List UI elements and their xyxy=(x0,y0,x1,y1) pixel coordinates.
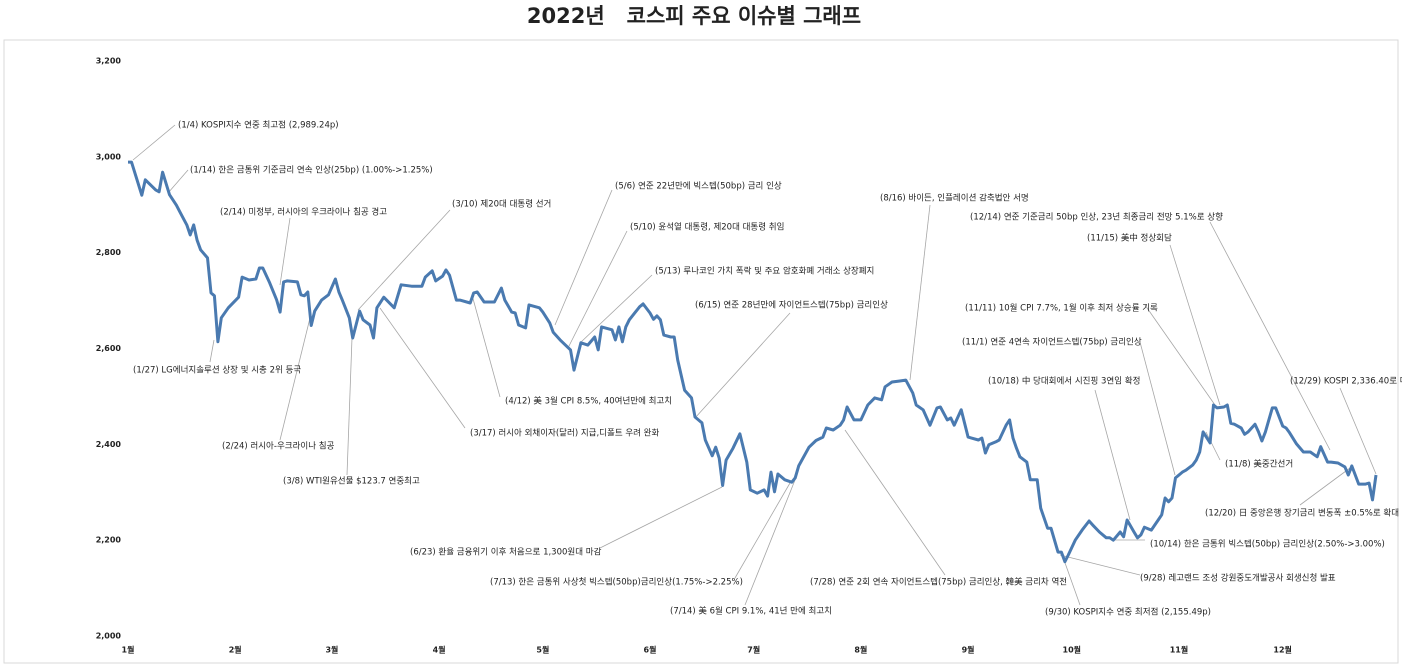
leader-line xyxy=(909,204,931,381)
x-tick-label: 10월 xyxy=(1063,645,1082,655)
annotation: (5/10) 윤석열 대통령, 제20대 대통령 취임 xyxy=(630,222,784,233)
annotation: (6/23) 환율 금융위기 이후 처음으로 1,300원대 마감 xyxy=(410,547,602,558)
annotation: (7/28) 연준 2회 연속 자이언트스텝(75bp) 금리인상, 韓美 금리… xyxy=(810,577,1067,588)
annotation: (3/8) WTI원유선물 $123.7 연중최고 xyxy=(283,476,420,487)
leader-line xyxy=(1299,467,1351,506)
y-tick-label: 2,800 xyxy=(96,248,122,257)
annotation: (10/18) 中 당대회에서 시진핑 3연임 확정 xyxy=(988,376,1140,387)
annotation: (12/14) 연준 기준금리 50bp 인상, 23년 최종금리 전망 5.1… xyxy=(970,212,1223,223)
leader-line xyxy=(346,337,353,476)
annotation: (1/4) KOSPI지수 연중 최고점 (2,989.24p) xyxy=(178,120,339,131)
y-tick-label: 2,400 xyxy=(96,440,122,449)
leader-line xyxy=(694,312,791,419)
annotation: (9/28) 레고랜드 조성 강원중도개발공사 회생신청 발표 xyxy=(1140,573,1336,584)
leader-line xyxy=(1205,431,1221,461)
annotation: (11/15) 美中 정상회담 xyxy=(1087,233,1172,244)
kospi-line xyxy=(128,160,1378,564)
x-tick-label: 3월 xyxy=(325,645,338,655)
x-tick-label: 2월 xyxy=(229,645,242,655)
x-tick-label: 7월 xyxy=(747,645,760,655)
annotation: (5/6) 연준 22년만에 빅스텝(50bp) 금리 인상 xyxy=(615,181,782,192)
x-tick-label: 4월 xyxy=(433,645,446,655)
leader-line xyxy=(744,479,796,606)
annotation: (2/24) 러시아-우크라이나 침공 xyxy=(222,441,335,452)
annotation: (6/15) 연준 28년만에 자이언트스텝(75bp) 금리인상 xyxy=(695,300,888,311)
leader-line xyxy=(579,274,653,344)
leader-line xyxy=(1059,554,1141,576)
annotation: (11/11) 10월 CPI 7.7%, 1월 이후 최저 상승률 기록 xyxy=(965,303,1158,314)
annotation: (4/12) 美 3월 CPI 8.5%, 40여년만에 최고치 xyxy=(505,396,672,407)
y-tick-label: 2,600 xyxy=(96,344,122,353)
leader-line xyxy=(471,294,501,398)
leader-line xyxy=(167,169,189,194)
y-tick-label: 2,200 xyxy=(96,536,122,545)
leader-line xyxy=(1063,559,1081,606)
annotation: (2/14) 미정부, 러시아의 우크라이나 침공 경고 xyxy=(220,207,387,218)
leader-line xyxy=(1209,221,1331,451)
annotation: (11/1) 연준 4연속 자이언트스텝(75bp) 금리인상 xyxy=(962,337,1142,348)
annotation: (8/16) 바이든, 인플레이션 감축법안 서명 xyxy=(880,193,1029,204)
chart-title: 2022년 코스피 주요 이슈별 그래프 xyxy=(527,4,861,28)
leader-line xyxy=(132,124,176,161)
annotation: (5/13) 루나코인 가치 폭락 및 주요 암호화폐 거래소 상장폐지 xyxy=(655,266,874,277)
leader-line xyxy=(279,217,291,286)
leader-line xyxy=(209,339,215,363)
x-tick-label: 1월 xyxy=(122,645,135,655)
x-tick-label: 11월 xyxy=(1170,645,1189,655)
x-tick-label: 8월 xyxy=(854,645,867,655)
annotation: (10/14) 한은 금통위 빅스텝(50bp) 금리인상(2.50%->3.0… xyxy=(1150,539,1385,550)
x-tick-label: 9월 xyxy=(962,645,975,655)
annotation: (9/30) KOSPI지수 연중 최저점 (2,155.49p) xyxy=(1045,607,1211,618)
leader-line xyxy=(279,317,311,441)
annotation: (7/14) 美 6월 CPI 9.1%, 41년 만에 최고치 xyxy=(670,606,832,617)
leader-line xyxy=(734,482,791,579)
y-tick-label: 3,000 xyxy=(96,152,122,161)
x-tick-label: 12월 xyxy=(1273,645,1292,655)
leader-line xyxy=(1094,389,1131,521)
leader-line xyxy=(1139,341,1176,476)
leader-line xyxy=(357,209,451,311)
y-tick-label: 2,000 xyxy=(96,632,122,641)
leader-line xyxy=(599,486,723,549)
leader-line xyxy=(554,189,613,326)
leader-line xyxy=(1144,304,1216,406)
annotation: (3/17) 러시아 외채이자(달러) 지급,디폴트 우려 완화 xyxy=(470,428,660,439)
leader-line xyxy=(1169,244,1221,406)
annotation: (1/14) 한은 금통위 기준금리 연속 인상(25bp) (1.00%->1… xyxy=(190,165,433,176)
x-tick-label: 6월 xyxy=(644,645,657,655)
leader-line xyxy=(844,429,946,576)
annotation: (11/8) 美중간선거 xyxy=(1225,459,1293,470)
annotation: (7/13) 한은 금통위 사상첫 빅스텝(50bp)금리인상(1.75%->2… xyxy=(490,577,743,588)
annotation: (12/29) KOSPI 2,336.40로 마감 xyxy=(1290,376,1402,387)
annotation: (3/10) 제20대 대통령 선거 xyxy=(452,199,551,210)
leader-line xyxy=(567,230,628,349)
annotation: (1/27) LG에너지솔루션 상장 및 시총 2위 등극 xyxy=(133,365,301,376)
leader-line xyxy=(379,307,466,429)
annotation: (12/20) 日 중앙은행 장기금리 변동폭 ±0.5%로 확대 xyxy=(1205,508,1399,519)
x-tick-label: 5월 xyxy=(536,645,549,655)
y-tick-label: 3,200 xyxy=(96,57,122,66)
plot-frame xyxy=(3,39,1399,664)
leader-line xyxy=(1339,387,1377,475)
